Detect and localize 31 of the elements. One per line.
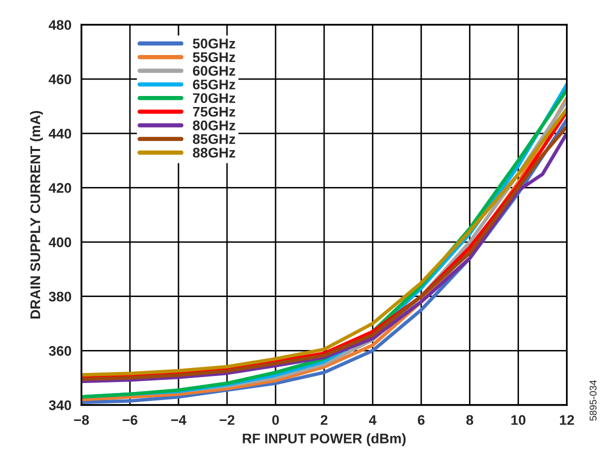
y-tick-label: 480 xyxy=(48,20,72,30)
legend-label: 70GHz xyxy=(193,93,236,104)
y-tick-label: 440 xyxy=(48,128,72,139)
legend-label: 50GHz xyxy=(192,38,236,48)
legend-label: 88GHz xyxy=(192,148,236,158)
x-tick-label: 8 xyxy=(466,415,474,425)
y-tick-label: 460 xyxy=(48,74,72,84)
x-axis-title: RF INPUT POWER (dBm) xyxy=(242,433,406,446)
y-tick-label: 380 xyxy=(48,292,72,302)
x-tick-label: 6 xyxy=(418,415,425,425)
y-tick-label: 340 xyxy=(48,400,72,410)
x-tick-label: 10 xyxy=(511,415,526,425)
x-tick-label: −4 xyxy=(171,415,186,425)
x-tick-label: 12 xyxy=(560,415,574,425)
x-tick-label: −2 xyxy=(220,415,234,425)
y-tick-label: 360 xyxy=(48,346,72,356)
legend-label: 65GHz xyxy=(192,80,236,90)
y-tick-label: 420 xyxy=(48,183,72,193)
legend-label: 80GHz xyxy=(192,120,236,130)
x-tick-label: 4 xyxy=(369,415,376,425)
x-tick-label: −8 xyxy=(74,415,89,425)
text: 5895-034 xyxy=(590,380,597,421)
legend-label: 55GHz xyxy=(192,52,236,62)
legend-label: 75GHz xyxy=(193,106,236,117)
y-tick-label: 400 xyxy=(48,237,72,248)
legend-label: 60GHz xyxy=(192,66,236,76)
x-tick-label: 0 xyxy=(272,415,279,425)
x-tick-label: −6 xyxy=(122,415,138,425)
legend-label: 85GHz xyxy=(192,134,236,144)
x-tick-label: 2 xyxy=(320,415,328,425)
y-axis-title: DRAIN SUPPLY CURRENT (mA) xyxy=(30,110,43,319)
